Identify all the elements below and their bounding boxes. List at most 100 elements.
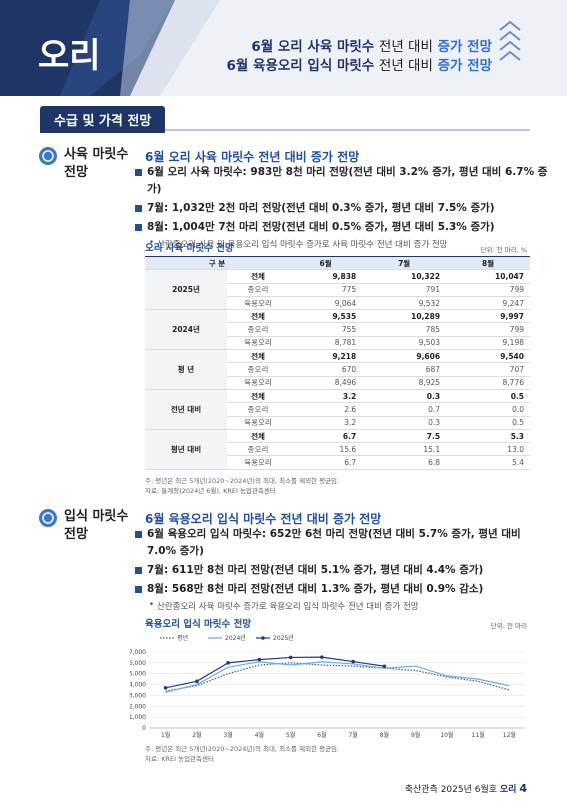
x-tick-label: 9월 [411, 731, 420, 739]
group-cell: 평년 대비 [145, 429, 227, 470]
bullet: 7월: 611만 8천 마리 전망(전년 대비 5.1% 증가, 평년 대비 4… [133, 562, 538, 579]
y-tick-label: 1,000 [130, 714, 146, 721]
table-cell: 종오리 [227, 283, 289, 297]
headline-text: 전년 대비 [378, 58, 433, 74]
x-tick-label: 7월 [348, 731, 357, 739]
legend-label: 평년 [177, 634, 188, 642]
table-title: 오리 사육 마릿수 전망 [145, 243, 234, 254]
bullets: 6월 육용오리 입식 마릿수: 652만 6천 마리 전망(전년 대비 5.7%… [133, 526, 538, 612]
table-row: 육용오리 6.7 6.8 5.4 [145, 455, 530, 470]
table-cell: 육용오리 [227, 376, 289, 390]
y-tick-label: 5,000 [130, 671, 146, 678]
table-cell: 0.3 [362, 389, 447, 404]
table-cell: 687 [362, 362, 447, 377]
table-cell: 종오리 [227, 442, 289, 457]
table-cell: 10,047 [446, 269, 530, 284]
header-band [0, 0, 567, 96]
header-cell: 구 분 [145, 256, 289, 271]
table-cell: 0.5 [446, 416, 530, 430]
legend-marker [261, 636, 265, 640]
footer: 축산관측 2025년 6월호 오리 4 [405, 782, 527, 795]
table-cell: 755 [289, 322, 363, 337]
table-row: 육용오리 3.2 0.3 0.5 [145, 416, 530, 430]
header-cell: 8월 [446, 256, 530, 271]
y-tick-label: 7,000 [130, 649, 146, 656]
note: 자료: KREI 농업관측센터 [145, 755, 214, 763]
x-tick-label: 11월 [472, 731, 485, 739]
note: 자료: 통계청(2024년 6월), KREI 농업관측센터 [145, 487, 276, 495]
table-cell: 9,064 [289, 296, 363, 311]
table-row: 2025년 전체 9,838 10,322 10,047 [145, 269, 530, 311]
table-row: 2024년 전체 9,535 10,289 9,997 [145, 309, 530, 351]
table-cell: 9,838 [289, 269, 363, 284]
y-tick-label: 0 [142, 725, 146, 732]
table-cell: 전체 [227, 429, 289, 444]
bullet: 8월: 568만 8천 마리 전망(전년 대비 1.3% 증가, 평년 대비 0… [133, 581, 538, 598]
data-table: 구 분 6월 7월 8월 2025년 전체 9,838 10,322 10,047 종오리 775 7… [145, 256, 530, 470]
table-cell: 8,496 [289, 376, 363, 390]
table-row: 종오리 755 785 799 [145, 322, 530, 337]
y-tick-label: 6,000 [130, 660, 146, 667]
headlines: 6월 오리 사육 마릿수 전년 대비 증가 전망 6월 육용오리 입식 마릿수 … [227, 38, 492, 76]
table-row: 육용오리 8,781 9,503 9,198 [145, 336, 530, 351]
table-cell: 8,781 [289, 336, 363, 351]
table-cell: 0.3 [362, 416, 447, 430]
bullet: 8월: 1,004만 7천 마리 전망(전년 대비 0.5% 증가, 평년 대비… [133, 219, 553, 236]
table-cell: 0.7 [362, 402, 447, 417]
block-heading: 입식 마릿수 전망 [64, 509, 129, 542]
table-row: 평년 대비 전체 6.7 7.5 5.3 [145, 429, 530, 470]
table-header-row: 구 분 6월 7월 8월 [145, 256, 530, 271]
note: 주: 평년은 최근 5개년(2020~2024년)의 최대, 최소를 제외한 평… [145, 477, 340, 485]
table-cell: 707 [446, 362, 530, 377]
series-line [165, 656, 385, 689]
table-cell: 종오리 [227, 362, 289, 377]
table-cell: 791 [362, 283, 447, 297]
x-tick-label: 2월 [192, 731, 201, 739]
bullet: 6월 육용오리 입식 마릿수: 652만 6천 마리 전망(전년 대비 5.7%… [133, 526, 538, 560]
table-cell: 799 [446, 322, 530, 337]
headline-text: 전년 대비 [378, 39, 433, 55]
table-row: 평 년 전체 9,218 9,606 9,540 [145, 349, 530, 390]
table-cell: 9,247 [446, 296, 530, 311]
header-cell: 7월 [362, 256, 447, 271]
table-row: 종오리 15.6 15.1 13.0 [145, 442, 530, 457]
table-cell: 7.5 [362, 429, 447, 444]
headline-text: 6월 육용오리 입식 마릿수 [226, 58, 375, 74]
table-cell: 15.6 [289, 442, 363, 457]
headline-text: 증가 전망 [437, 39, 492, 55]
table-notes: 주: 평년은 최근 5개년(2020~2024년)의 최대, 최소를 제외한 평… [145, 476, 339, 496]
footer-pub: 축산관측 2025년 6월호 [404, 785, 498, 795]
x-tick-label: 3월 [223, 731, 232, 739]
x-tick-label: 5월 [286, 731, 295, 739]
block-subtitle: 6월 육용오리 입식 마릿수 전년 대비 증가 전망 [145, 512, 382, 526]
table-cell: 0.0 [446, 402, 530, 417]
y-tick-label: 2,000 [130, 703, 146, 710]
table-cell: 9,606 [362, 349, 447, 364]
table-cell: 8,776 [446, 376, 530, 390]
table-cell: 10,322 [362, 269, 447, 284]
chart-title: 육용오리 입식 마릿수 전망 [145, 619, 252, 630]
group-cell: 평 년 [145, 349, 227, 390]
x-tick-label: 10월 [440, 731, 453, 739]
table-cell: 종오리 [227, 402, 289, 417]
table-cell: 13.0 [446, 442, 530, 457]
icon [39, 147, 57, 165]
headline-text: 증가 전망 [437, 58, 492, 74]
chart-notes: 주: 평년은 최근 5개년(2020~2024년)의 최대, 최소를 제외한 평… [145, 744, 339, 764]
table-cell: 785 [362, 322, 447, 337]
group-cell: 2024년 [145, 309, 227, 351]
table-cell: 5.4 [446, 455, 530, 470]
note: 주: 평년은 최근 5개년(2020~2024년)의 최대, 최소를 제외한 평… [145, 745, 340, 753]
table-cell: 9,218 [289, 349, 363, 364]
table-cell: 육용오리 [227, 336, 289, 351]
table-cell: 799 [446, 283, 530, 297]
block-heading: 사육 마릿수 전망 [64, 147, 129, 180]
table-cell: 2.6 [289, 402, 363, 417]
table-cell: 9,503 [362, 336, 447, 351]
table-cell: 9,540 [446, 349, 530, 364]
block-subtitle: 6월 오리 사육 마릿수 전년 대비 증가 전망 [145, 150, 360, 164]
x-tick-label: 8월 [380, 731, 389, 739]
y-tick-label: 3,000 [130, 692, 146, 699]
headline-text: 6월 오리 사육 마릿수 [251, 39, 375, 55]
